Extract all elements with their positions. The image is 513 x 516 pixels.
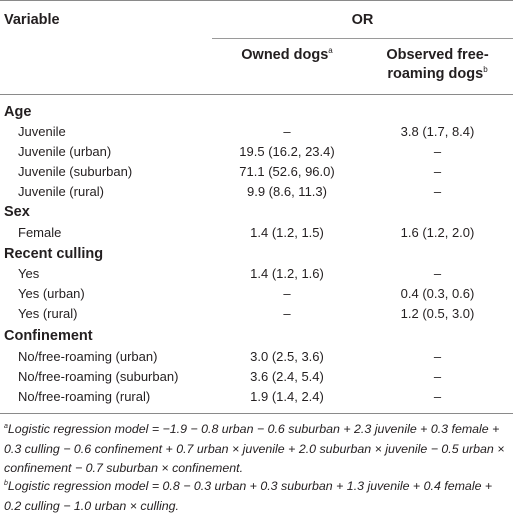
row-owned: 3.6 (2.4, 5.4) xyxy=(250,369,324,384)
row-owned: 1.9 (1.4, 2.4) xyxy=(250,389,324,404)
section-title-recent-culling: Recent culling xyxy=(4,246,104,262)
row-observed: – xyxy=(433,164,442,179)
row-owned: 1.4 (1.2, 1.5) xyxy=(250,225,324,240)
row-observed: 3.8 (1.7, 8.4) xyxy=(400,124,475,139)
header-variable: Variable xyxy=(4,12,60,28)
row-observed: 0.4 (0.3, 0.6) xyxy=(400,286,475,301)
section-title-confinement: Confinement xyxy=(4,328,93,344)
header-or: OR xyxy=(351,12,374,28)
section-title-sex: Sex xyxy=(4,204,30,220)
header-observed-line2: roaming dogsb xyxy=(387,65,488,82)
row-observed: 1.2 (0.5, 3.0) xyxy=(400,306,475,321)
row-label: Yes (rural) xyxy=(18,306,78,321)
row-owned: – xyxy=(283,124,291,139)
row-owned: – xyxy=(283,286,291,301)
row-observed: – xyxy=(433,144,442,159)
footnote-b: bLogistic regression model = 0.8 − 0.3 u… xyxy=(4,479,493,513)
row-label: Yes xyxy=(18,266,40,281)
header-observed-line1: Observed free- xyxy=(386,47,489,63)
row-owned: 71.1 (52.6, 96.0) xyxy=(239,164,335,179)
row-observed: – xyxy=(433,266,442,281)
header-owned-dogs: Owned dogsa xyxy=(241,46,333,63)
row-observed: – xyxy=(433,369,442,384)
row-label: Female xyxy=(18,225,62,240)
header-bottom-rule xyxy=(0,94,513,95)
row-observed: – xyxy=(433,184,442,199)
row-label: No/free-roaming (rural) xyxy=(18,389,151,404)
row-owned: 3.0 (2.5, 3.6) xyxy=(250,349,324,364)
row-label: Juvenile (suburban) xyxy=(18,164,133,179)
row-observed: – xyxy=(433,389,442,404)
row-owned: 19.5 (16.2, 23.4) xyxy=(239,144,335,159)
row-owned: – xyxy=(283,306,291,321)
row-label: No/free-roaming (suburban) xyxy=(18,369,179,384)
top-rule xyxy=(0,0,513,1)
row-label: Juvenile (rural) xyxy=(18,184,104,199)
row-label: Yes (urban) xyxy=(18,286,85,301)
row-label: Juvenile (urban) xyxy=(18,144,112,159)
row-observed: 1.6 (1.2, 2.0) xyxy=(400,225,475,240)
footnote-a: aLogistic regression model = −1.9 − 0.8 … xyxy=(4,422,505,475)
row-owned: 1.4 (1.2, 1.6) xyxy=(250,266,324,281)
header-sub-rule xyxy=(212,38,513,39)
table-bottom-rule xyxy=(0,413,513,414)
row-observed: – xyxy=(433,349,442,364)
row-owned: 9.9 (8.6, 11.3) xyxy=(247,184,327,199)
section-title-age: Age xyxy=(4,104,32,120)
row-label: Juvenile xyxy=(18,124,66,139)
row-label: No/free-roaming (urban) xyxy=(18,349,158,364)
